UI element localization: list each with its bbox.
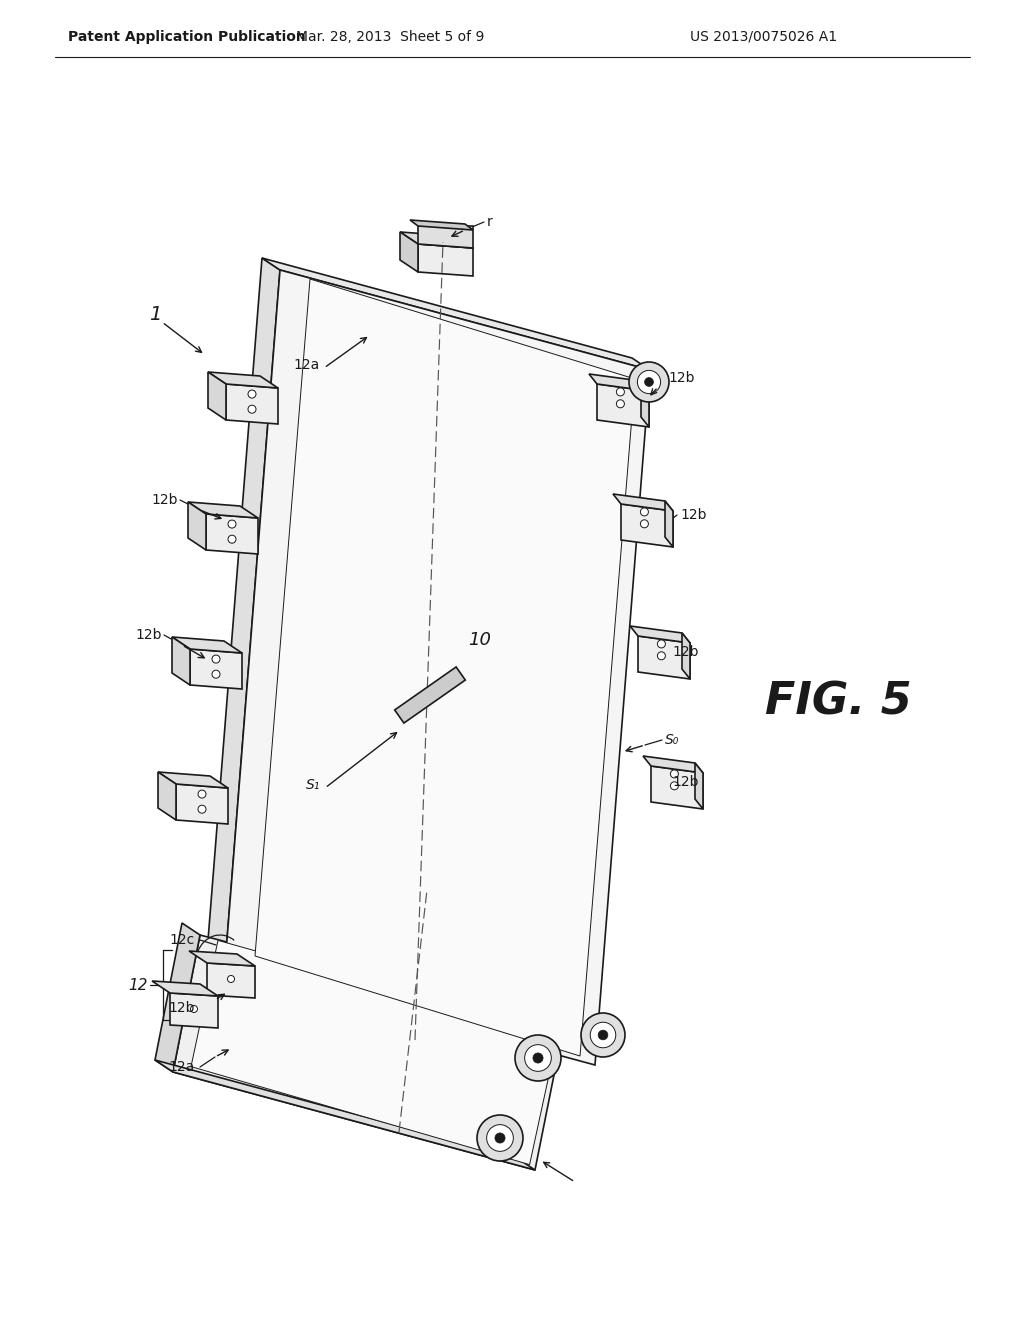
Circle shape [590, 1022, 615, 1048]
Polygon shape [208, 372, 278, 388]
Polygon shape [597, 384, 649, 426]
Polygon shape [613, 494, 673, 511]
Polygon shape [170, 993, 218, 1028]
Polygon shape [191, 940, 558, 1164]
Polygon shape [621, 504, 673, 546]
Polygon shape [172, 638, 242, 653]
Text: Mar. 28, 2013  Sheet 5 of 9: Mar. 28, 2013 Sheet 5 of 9 [296, 30, 484, 44]
Circle shape [629, 362, 669, 403]
Polygon shape [206, 513, 258, 554]
Polygon shape [394, 667, 465, 723]
Polygon shape [207, 964, 255, 998]
Circle shape [581, 1012, 625, 1057]
Polygon shape [418, 244, 473, 276]
Circle shape [637, 371, 660, 393]
Polygon shape [255, 279, 635, 1056]
Polygon shape [188, 502, 206, 550]
Circle shape [532, 1053, 543, 1063]
Circle shape [198, 791, 206, 799]
Polygon shape [176, 784, 228, 824]
Circle shape [248, 391, 256, 399]
Polygon shape [410, 220, 473, 230]
Polygon shape [682, 634, 690, 678]
Polygon shape [172, 638, 190, 685]
Circle shape [657, 652, 666, 660]
Text: US 2013/0075026 A1: US 2013/0075026 A1 [690, 30, 838, 44]
Polygon shape [630, 626, 690, 643]
Text: 10: 10 [469, 631, 492, 649]
Circle shape [616, 388, 625, 396]
Polygon shape [638, 636, 690, 678]
Circle shape [495, 1133, 505, 1143]
Text: 12b: 12b [135, 628, 162, 642]
Circle shape [190, 1006, 198, 1012]
Text: S₀: S₀ [665, 733, 679, 747]
Circle shape [616, 400, 625, 408]
Polygon shape [665, 502, 673, 546]
Circle shape [486, 1125, 513, 1151]
Polygon shape [155, 923, 200, 1072]
Text: 12b: 12b [680, 508, 707, 521]
Polygon shape [225, 271, 650, 1065]
Circle shape [212, 671, 220, 678]
Circle shape [524, 1044, 551, 1072]
Text: 1: 1 [148, 305, 161, 325]
Polygon shape [158, 772, 228, 788]
Text: Patent Application Publication: Patent Application Publication [68, 30, 306, 44]
Text: 12b: 12b [668, 371, 694, 385]
Polygon shape [226, 384, 278, 424]
Polygon shape [173, 935, 563, 1170]
Circle shape [640, 508, 648, 516]
Text: 12: 12 [128, 978, 147, 993]
Polygon shape [418, 226, 473, 248]
Polygon shape [155, 1060, 535, 1170]
Polygon shape [208, 372, 226, 420]
Text: 12c: 12c [170, 933, 195, 946]
Polygon shape [158, 772, 176, 820]
Polygon shape [641, 381, 649, 426]
Text: 12a: 12a [294, 358, 319, 372]
Polygon shape [589, 374, 649, 391]
Text: FIG. 5: FIG. 5 [765, 681, 911, 723]
Polygon shape [262, 257, 650, 370]
Text: 12b: 12b [672, 775, 698, 789]
Polygon shape [189, 950, 255, 966]
Polygon shape [152, 981, 218, 997]
Polygon shape [400, 232, 418, 272]
Circle shape [198, 805, 206, 813]
Polygon shape [188, 502, 258, 517]
Text: S₁: S₁ [305, 777, 319, 792]
Polygon shape [651, 766, 703, 809]
Circle shape [640, 520, 648, 528]
Circle shape [671, 770, 678, 777]
Circle shape [212, 655, 220, 663]
Polygon shape [400, 232, 473, 248]
Polygon shape [207, 257, 280, 965]
Circle shape [477, 1115, 523, 1162]
Polygon shape [643, 756, 703, 774]
Polygon shape [695, 763, 703, 809]
Text: 12a: 12a [169, 1060, 195, 1074]
Circle shape [657, 640, 666, 648]
Text: 12b: 12b [152, 492, 178, 507]
Circle shape [228, 520, 236, 528]
Circle shape [515, 1035, 561, 1081]
Circle shape [248, 405, 256, 413]
Text: 12b: 12b [672, 645, 698, 659]
Circle shape [227, 975, 234, 982]
Circle shape [644, 378, 653, 387]
Polygon shape [190, 649, 242, 689]
Text: 12b: 12b [169, 1001, 195, 1015]
Circle shape [671, 781, 678, 789]
Circle shape [598, 1030, 608, 1040]
Circle shape [228, 535, 236, 544]
Text: r: r [487, 215, 493, 228]
